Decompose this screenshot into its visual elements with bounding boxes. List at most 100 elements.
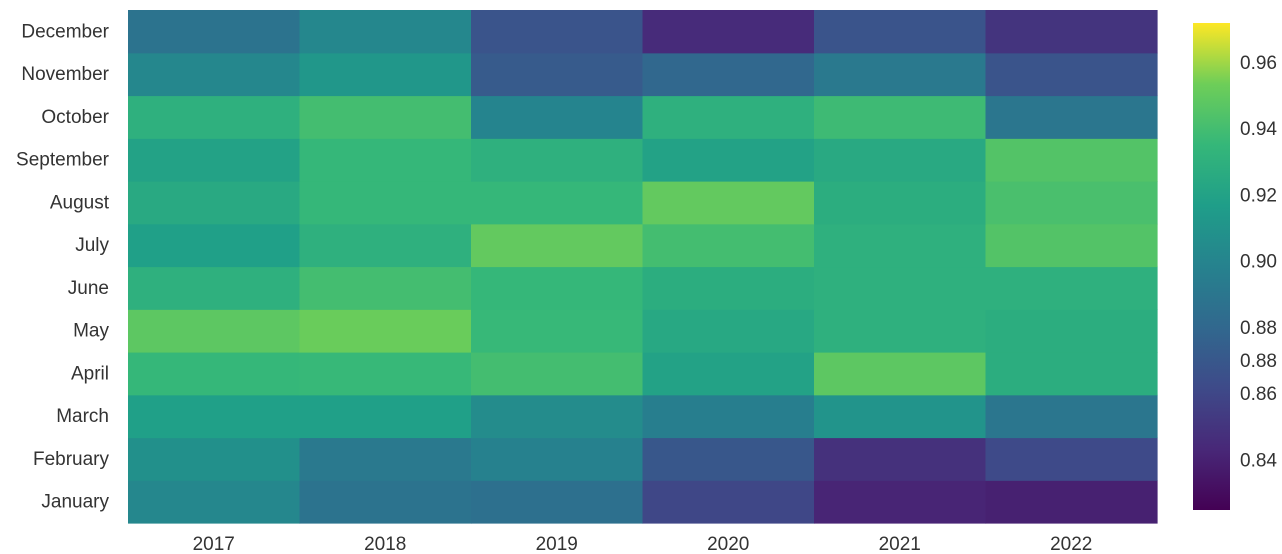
heatmap-cell (471, 309, 644, 353)
heatmap-cell (642, 181, 815, 225)
y-tick-label: August (50, 192, 110, 213)
heatmap-cell (814, 309, 987, 353)
y-tick-label: March (56, 406, 109, 427)
x-tick-label: 2019 (536, 534, 578, 554)
y-tick-label: September (16, 150, 110, 171)
heatmap-cell (471, 52, 644, 97)
heatmap-cell (299, 95, 472, 139)
heatmap-cell (299, 394, 472, 439)
x-axis-tick-labels: 2017 2018 2019 2020 2021 2022 (193, 534, 1093, 554)
heatmap-cell (985, 437, 1158, 481)
y-tick-label: May (73, 321, 109, 342)
heatmap-cell (642, 138, 815, 182)
y-tick-label: April (71, 363, 109, 384)
heatmap-cell (814, 394, 987, 439)
heatmap-cell (471, 95, 644, 139)
heatmap-cell (642, 480, 815, 524)
y-tick-label: July (75, 235, 109, 256)
heatmap-cell (814, 437, 987, 481)
heatmap-cell (985, 138, 1158, 182)
heatmap-cell (471, 394, 644, 439)
heatmap-cell (471, 138, 644, 182)
heatmap-cell (814, 223, 987, 268)
heatmap-cell (642, 437, 815, 481)
heatmap-cell (299, 10, 472, 54)
heatmap-cell (471, 480, 644, 524)
heatmap-cell (985, 223, 1158, 268)
x-tick-label: 2017 (193, 534, 235, 554)
heatmap-cell (985, 266, 1158, 310)
heatmap-cell (814, 352, 987, 396)
heatmap-cell (985, 480, 1158, 524)
heatmap-cell (985, 10, 1158, 54)
heatmap-cell (642, 394, 815, 439)
y-tick-label: October (41, 107, 109, 128)
heatmap-cell (985, 394, 1158, 439)
heatmap-cell (814, 10, 987, 54)
heatmap-cell (814, 138, 987, 182)
heatmap-cell (471, 10, 644, 54)
heatmap-cell (642, 223, 815, 268)
y-tick-label: February (33, 449, 110, 470)
heatmap-cell (299, 181, 472, 225)
x-tick-label: 2018 (364, 534, 406, 554)
y-tick-label: June (68, 278, 109, 299)
heatmap-cell (128, 52, 301, 97)
heatmap-cell (471, 266, 644, 310)
heatmap-cell (299, 309, 472, 353)
colorbar-tick-label: 0.88 (1240, 351, 1277, 372)
colorbar-tick-label: 0.90 (1240, 252, 1277, 273)
heatmap-cell (642, 266, 815, 310)
x-tick-label: 2022 (1050, 534, 1092, 554)
heatmap-cell (642, 10, 815, 54)
x-tick-label: 2021 (879, 534, 921, 554)
heatmap-cell (471, 223, 644, 268)
heatmap-cell (128, 266, 301, 310)
heatmap-cell (128, 394, 301, 439)
heatmap-cell (299, 437, 472, 481)
colorbar-tick-label: 0.86 (1240, 384, 1277, 405)
heatmap-cell (128, 480, 301, 524)
colorbar (1193, 23, 1230, 510)
heatmap-cell (128, 138, 301, 182)
heatmap-cell (642, 95, 815, 139)
colorbar-tick-label: 0.94 (1240, 119, 1277, 140)
heatmap-cell (299, 266, 472, 310)
heatmap-cell (814, 95, 987, 139)
heatmap-cell (471, 437, 644, 481)
y-tick-label: December (21, 21, 109, 42)
y-tick-label: January (41, 492, 109, 513)
heatmap-cell (471, 181, 644, 225)
heatmap-cell (299, 480, 472, 524)
heatmap-cell (642, 309, 815, 353)
heatmap-cell (128, 10, 301, 54)
heatmap-cell (299, 223, 472, 268)
heatmap-cell (814, 52, 987, 97)
heatmap-cell (299, 52, 472, 97)
x-tick-label: 2020 (707, 534, 749, 554)
heatmap-cell (128, 309, 301, 353)
heatmap-cell (985, 309, 1158, 353)
y-tick-label: November (21, 64, 109, 85)
heatmap-cell (128, 223, 301, 268)
heatmap-cell (985, 52, 1158, 97)
heatmap-cell (128, 437, 301, 481)
heatmap-cell (299, 352, 472, 396)
colorbar-tick-label: 0.96 (1240, 53, 1277, 74)
colorbar-tick-label: 0.88 (1240, 318, 1277, 339)
heatmap-cell (128, 181, 301, 225)
heatmap-cell (299, 138, 472, 182)
heatmap-cell (814, 480, 987, 524)
heatmap-cell (642, 352, 815, 396)
heatmap-cell (642, 52, 815, 97)
colorbar-tick-label: 0.92 (1240, 185, 1277, 206)
heatmap-cell (985, 181, 1158, 225)
heatmap-cell (471, 352, 644, 396)
y-axis-tick-labels: January February March April May June July Augu… (16, 21, 110, 512)
heatmap-cell (814, 181, 987, 225)
heatmap-cell (814, 266, 987, 310)
heatmap-cell (985, 95, 1158, 139)
colorbar-tick-labels: 0.84 0.86 0.88 0.88 0.90 0.92 0.94 0.96 (1240, 53, 1277, 472)
heatmap-cell (128, 352, 301, 396)
